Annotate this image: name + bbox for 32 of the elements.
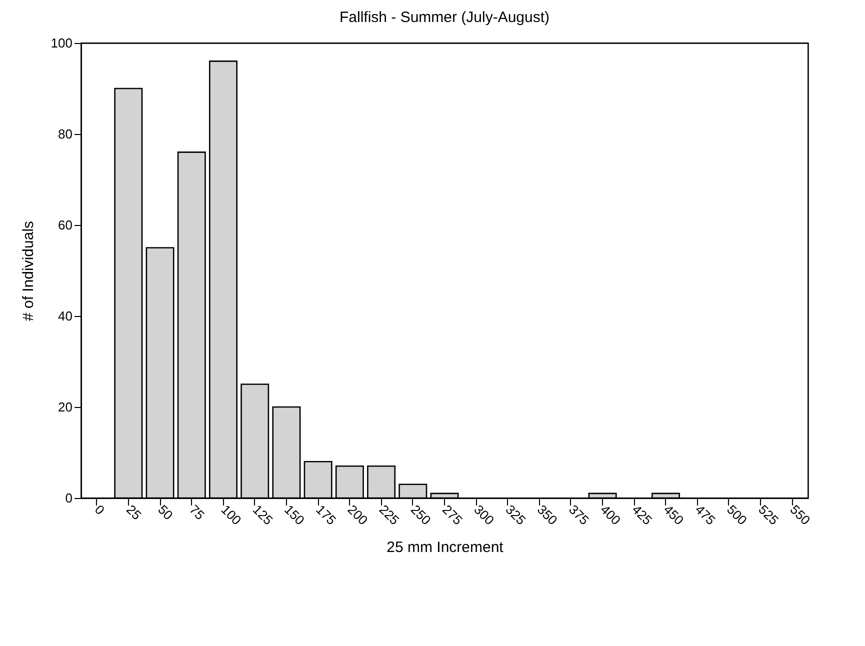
chart-title: Fallfish - Summer (July-August) (339, 9, 550, 26)
y-tick-label: 40 (58, 308, 72, 324)
x-tick-label: 150 (282, 502, 308, 528)
x-tick-label: 350 (534, 502, 560, 528)
x-tick-label: 325 (502, 502, 529, 528)
y-axis-title: # of Individuals (20, 220, 37, 322)
x-tick-label: 175 (313, 502, 340, 528)
y-tick-label: 60 (58, 218, 72, 232)
y-tick-label: 100 (50, 36, 72, 50)
x-tick-label: 450 (660, 502, 687, 528)
x-tick-label: 300 (471, 502, 498, 528)
x-tick-label: 225 (376, 502, 402, 528)
y-tick-label: 0 (65, 490, 72, 506)
x-tick-label: 375 (566, 502, 592, 528)
x-tick-label: 275 (440, 502, 466, 528)
x-tick-label: 75 (186, 502, 208, 523)
x-tick-label: 500 (724, 502, 750, 528)
x-tick-label: 25 (123, 502, 144, 523)
x-tick-label: 475 (692, 502, 718, 528)
x-tick-label: 425 (629, 502, 656, 528)
y-tick-label: 80 (58, 126, 72, 142)
x-tick-label: 200 (344, 502, 371, 528)
x-tick-label: 100 (218, 502, 244, 528)
x-tick-label: 0 (92, 502, 108, 518)
x-tick-label: 525 (756, 502, 782, 528)
x-tick-label: 125 (250, 502, 276, 528)
x-tick-label: 250 (408, 502, 434, 528)
x-tick-label: 50 (155, 502, 176, 523)
y-tick-label: 20 (58, 400, 72, 414)
x-axis-title: 25 mm Increment (386, 538, 504, 556)
x-tick-label: 550 (787, 502, 814, 528)
x-tick-label: 400 (598, 502, 624, 528)
